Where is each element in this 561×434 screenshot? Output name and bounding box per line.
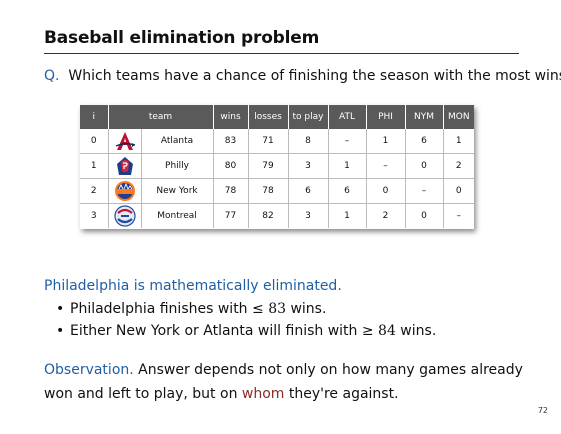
header-to-play: to play: [288, 105, 329, 129]
header-atl: ATL: [328, 105, 367, 129]
bullet-text: Philadelphia finishes with ≤: [70, 301, 269, 317]
mets-logo-icon: [108, 178, 142, 204]
cell-i: 1: [80, 153, 109, 179]
table-row: 0 Atlanta 83 71 8 – 1 6 1: [80, 129, 475, 154]
braves-logo-icon: [108, 129, 142, 154]
cell-to-play: 6: [288, 178, 329, 204]
observation-highlight: whom: [241, 386, 285, 402]
cell-nym: 0: [405, 153, 444, 179]
question: Q. Which teams have a chance of finishin…: [44, 68, 561, 84]
cell-i: 3: [80, 203, 109, 228]
question-label: Q.: [44, 68, 60, 84]
cell-to-play: 3: [288, 153, 329, 179]
cell-losses: 82: [248, 203, 289, 228]
cell-nym: –: [405, 178, 444, 204]
cell-to-play: 3: [288, 203, 329, 228]
table-row: 1 Philly 80 79 3 1 – 0 2: [80, 153, 475, 179]
cell-phi: –: [366, 153, 406, 179]
cell-mon: 0: [443, 178, 475, 204]
cell-team: Philly: [141, 153, 214, 179]
cell-i: 2: [80, 178, 109, 204]
cell-phi: 2: [366, 203, 406, 228]
cell-phi: 0: [366, 178, 406, 204]
observation: Observation. Answer depends not only on …: [44, 358, 524, 406]
cell-atl: –: [328, 129, 367, 154]
cell-wins: 78: [213, 178, 249, 204]
cell-team: Montreal: [141, 203, 214, 228]
header-mon: MON: [443, 105, 475, 129]
header-phi: PHI: [366, 105, 406, 129]
bullet-number: 84: [378, 323, 396, 339]
cell-wins: 77: [213, 203, 249, 228]
bullet-text: wins.: [395, 323, 437, 339]
question-text: Which teams have a chance of finishing t…: [68, 68, 561, 84]
observation-label: Observation.: [44, 362, 134, 378]
cell-phi: 1: [366, 129, 406, 154]
phillies-logo-icon: [108, 153, 142, 179]
cell-team: Atlanta: [141, 129, 214, 154]
cell-atl: 1: [328, 203, 367, 228]
cell-atl: 6: [328, 178, 367, 204]
cell-team: New York: [141, 178, 214, 204]
cell-losses: 71: [248, 129, 289, 154]
cell-i: 0: [80, 129, 109, 154]
cell-mon: –: [443, 203, 475, 228]
title-divider: [44, 53, 519, 54]
cell-wins: 83: [213, 129, 249, 154]
cell-to-play: 8: [288, 129, 329, 154]
cell-mon: 1: [443, 129, 475, 154]
list-item: • Either New York or Atlanta will finish …: [56, 320, 436, 342]
cell-wins: 80: [213, 153, 249, 179]
standings-table: i team wins losses to play ATL PHI NYM M…: [80, 105, 475, 229]
cell-losses: 78: [248, 178, 289, 204]
bullet-text: wins.: [286, 301, 327, 317]
header-team: team: [108, 105, 214, 129]
cell-atl: 1: [328, 153, 367, 179]
header-nym: NYM: [405, 105, 444, 129]
observation-text: Answer depends not only on how many game…: [44, 362, 523, 402]
list-item: • Philadelphia finishes with ≤ 83 wins.: [56, 298, 436, 320]
header-wins: wins: [213, 105, 249, 129]
table-row: 3 Montreal 77 82 3 1 2 0 –: [80, 203, 475, 228]
slide-title: Baseball elimination problem: [44, 28, 320, 48]
table-row: 2 New York 78 78 6 6 0 – 0: [80, 178, 475, 204]
page-number: 72: [537, 406, 548, 415]
cell-mon: 2: [443, 153, 475, 179]
header-losses: losses: [248, 105, 289, 129]
elimination-heading: Philadelphia is mathematically eliminate…: [44, 278, 342, 294]
cell-losses: 79: [248, 153, 289, 179]
bullet-icon: •: [56, 301, 65, 317]
bullet-icon: •: [56, 323, 65, 339]
observation-text: they're against.: [284, 386, 399, 402]
bullet-text: Either New York or Atlanta will finish w…: [70, 323, 379, 339]
bullet-number: 83: [268, 301, 287, 317]
table-header-row: i team wins losses to play ATL PHI NYM M…: [80, 105, 475, 129]
header-i: i: [80, 105, 109, 129]
cell-nym: 6: [405, 129, 444, 154]
cell-nym: 0: [405, 203, 444, 228]
elimination-bullets: • Philadelphia finishes with ≤ 83 wins. •…: [56, 298, 436, 342]
expos-logo-icon: [108, 203, 142, 228]
